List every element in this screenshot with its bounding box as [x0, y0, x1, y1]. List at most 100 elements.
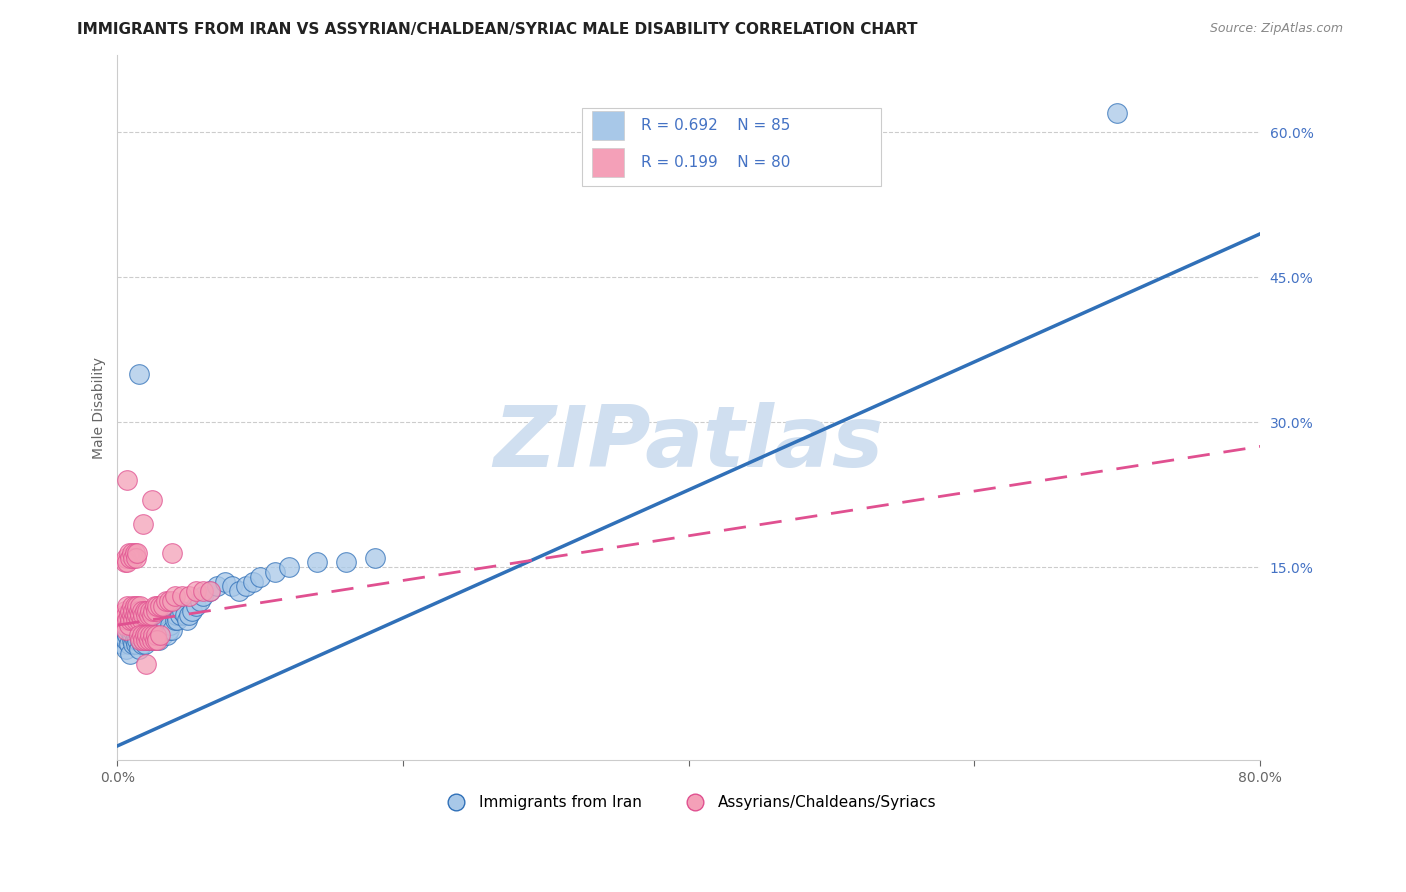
Point [157, 594, 180, 608]
Point [121, 608, 143, 623]
Point [141, 492, 163, 507]
Point [128, 628, 150, 642]
FancyBboxPatch shape [592, 111, 624, 140]
Point [138, 632, 160, 647]
Text: IMMIGRANTS FROM IRAN VS ASSYRIAN/CHALDEAN/SYRIAC MALE DISABILITY CORRELATION CHA: IMMIGRANTS FROM IRAN VS ASSYRIAN/CHALDEA… [77, 22, 918, 37]
Point [128, 613, 150, 627]
Point [160, 623, 183, 637]
Point [163, 613, 186, 627]
Point [228, 584, 250, 599]
Point [184, 599, 207, 613]
Point [157, 623, 180, 637]
Point [135, 657, 157, 671]
Point [120, 647, 142, 661]
Point [145, 623, 167, 637]
Point [148, 632, 170, 647]
Point [112, 628, 135, 642]
Point [124, 608, 146, 623]
Point [125, 550, 148, 565]
Point [207, 579, 229, 593]
Point [184, 584, 207, 599]
Text: Source: ZipAtlas.com: Source: ZipAtlas.com [1209, 22, 1343, 36]
Point [134, 637, 156, 651]
Point [277, 560, 299, 574]
Point [141, 608, 163, 623]
Point [149, 628, 172, 642]
Point [132, 623, 155, 637]
Point [146, 599, 169, 613]
Point [191, 584, 214, 599]
Point [122, 618, 145, 632]
Point [145, 628, 167, 642]
Point [142, 623, 165, 637]
Point [128, 642, 150, 657]
Point [120, 550, 142, 565]
Point [132, 608, 155, 623]
Point [142, 628, 165, 642]
Point [120, 618, 142, 632]
Point [200, 584, 222, 599]
Point [146, 628, 169, 642]
Point [125, 604, 148, 618]
Point [131, 628, 153, 642]
Point [121, 599, 143, 613]
Point [131, 628, 153, 642]
Point [127, 608, 149, 623]
Point [117, 613, 139, 627]
FancyBboxPatch shape [592, 147, 624, 178]
Point [173, 608, 195, 623]
Point [124, 546, 146, 560]
Point [122, 637, 145, 651]
Point [117, 555, 139, 569]
Point [118, 618, 141, 632]
Point [118, 637, 141, 651]
Point [129, 632, 152, 647]
Point [235, 579, 257, 593]
Point [127, 623, 149, 637]
Point [177, 589, 200, 603]
Point [117, 599, 139, 613]
Point [122, 604, 145, 618]
Point [122, 550, 145, 565]
Point [125, 613, 148, 627]
Point [163, 589, 186, 603]
Point [135, 632, 157, 647]
Point [115, 608, 138, 623]
Point [138, 608, 160, 623]
Point [125, 637, 148, 651]
Point [118, 623, 141, 637]
Point [160, 546, 183, 560]
Point [115, 632, 138, 647]
Point [165, 608, 187, 623]
Point [152, 628, 174, 642]
Point [143, 599, 166, 613]
Point [1107, 106, 1129, 120]
Point [115, 642, 138, 657]
Point [139, 604, 162, 618]
Point [363, 550, 385, 565]
Text: R = 0.692    N = 85: R = 0.692 N = 85 [641, 118, 790, 133]
Point [156, 628, 179, 642]
Point [139, 623, 162, 637]
Point [142, 604, 165, 618]
Point [114, 555, 136, 569]
Point [135, 608, 157, 623]
Point [132, 632, 155, 647]
Point [111, 613, 134, 627]
Legend: Immigrants from Iran, Assyrians/Chaldeans/Syriacs: Immigrants from Iran, Assyrians/Chaldean… [434, 789, 943, 816]
Point [249, 570, 271, 584]
Point [221, 579, 243, 593]
Point [115, 623, 138, 637]
Point [120, 604, 142, 618]
Point [135, 632, 157, 647]
FancyBboxPatch shape [582, 108, 880, 186]
Y-axis label: Male Disability: Male Disability [93, 357, 107, 458]
Point [170, 589, 193, 603]
Point [112, 608, 135, 623]
Point [180, 604, 202, 618]
Point [134, 628, 156, 642]
Point [307, 555, 329, 569]
Point [138, 628, 160, 642]
Point [136, 628, 159, 642]
Point [127, 546, 149, 560]
